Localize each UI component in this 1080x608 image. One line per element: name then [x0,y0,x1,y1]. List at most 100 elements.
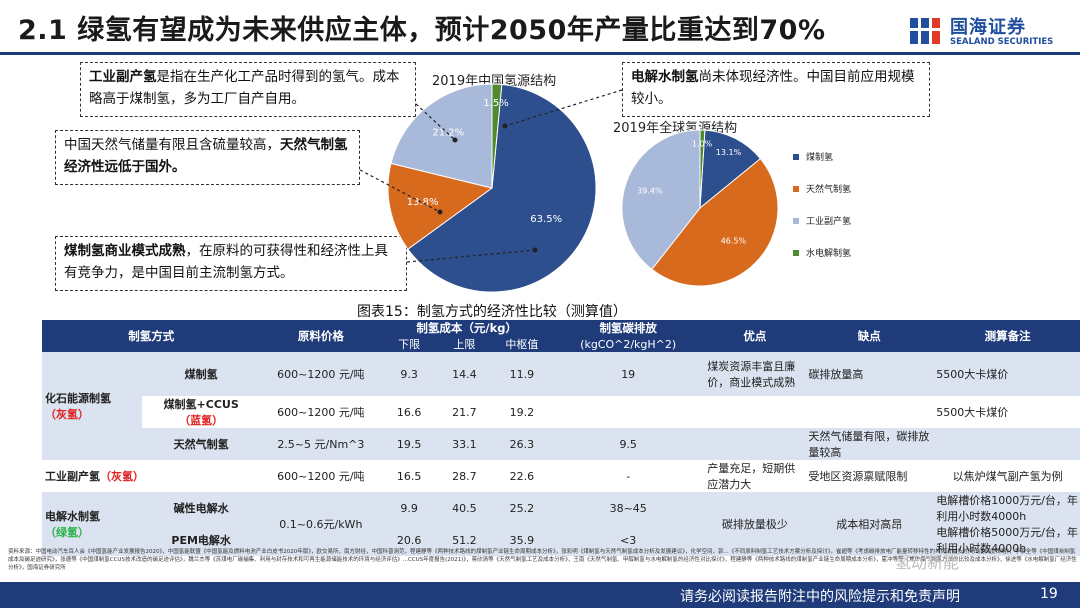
group-industrial: 工业副产氢（灰氢） [42,460,261,492]
row-gas-mid: 26.3 [491,428,553,460]
row-ccus-name: 煤制氢+CCUS （蓝氢） [141,396,261,428]
global-pie-slice [621,129,701,271]
table-row: 工业副产氢（灰氢） 600~1200 元/吨 16.5 28.7 22.6 - … [42,460,1080,492]
row-ccus-high: 21.7 [437,396,492,428]
row-alk-name: 碱性电解水 [141,492,261,524]
header-cost: 制氢成本（元/kg） [381,320,553,336]
callout-gas-text: 中国天然气储量有限且含硫量较高， [64,137,280,153]
row-coal-notes: 5500大卡煤价 [933,352,1080,396]
row-pem-name: PEM电解水 [141,524,261,556]
footer-bar [0,582,1080,608]
group-electro-label: 电解水制氢 [45,510,100,523]
legend-label: 水电解制氢 [806,247,851,259]
row-gas-low: 19.5 [381,428,438,460]
connector-electro-dot [502,123,508,129]
callout-electro-text: 尚未体现经济性。中国目前应用规模较小。 [631,69,915,107]
row-gas-notes [933,428,1080,460]
pie-charts: 63.5%13.8%21.2%1.5% 13.1%46.5%39.4%1.0% … [359,83,851,293]
row-alk-mid: 25.2 [491,492,553,524]
group-fossil-label: 化石能源制氢 [45,392,111,405]
row-pem-notes: 电解槽价格5000万元/台，年利用小时数4000h [933,524,1080,556]
sealand-logo-icon [910,18,940,44]
header-emission-unit: (kgCO^2/kgH^2) [552,336,705,352]
callout-electro-bold: 电解水制氢 [631,69,699,85]
row-coal-emission: 19 [552,352,705,396]
page-number: 19 [1040,586,1058,602]
row-coal-price: 600~1200 元/吨 [260,352,382,396]
row-coal-name: 煤制氢 [141,352,261,396]
row-ccus-price: 600~1200 元/吨 [260,396,382,428]
header-price: 原料价格 [260,320,382,352]
watermark: 氢动新能 [895,553,960,572]
connector-gas-dot [437,209,443,215]
group-electro-tag: （绿氢） [45,526,89,539]
connector-coal-dot [532,247,538,253]
table-row: PEM电解水 20.6 51.2 35.9 <3 电解槽价格5000万元/台，年… [42,524,1080,556]
header-mid: 中枢值 [491,336,553,352]
row-industrial-emission: - [552,460,705,492]
row-industrial-price: 600~1200 元/吨 [260,460,382,492]
footer-disclaimer: 请务必阅读报告附注中的风险提示和免责声明 [680,589,960,605]
legend-swatch [793,154,799,160]
row-electro-pros: 碳排放量极少 [704,492,806,556]
row-ccus-emission [552,396,705,428]
row-gas-price: 2.5~5 元/Nm^3 [260,428,382,460]
callout-coal-text: ，在原料的可获得性和经济性上具有竞争力，是中国目前主流制氢方式。 [64,243,388,281]
row-gas-high: 33.1 [437,428,492,460]
callout-industrial-text: 是指在生产化工产品时得到的氢气。成本略高于煤制氢，多为工厂自产自用。 [89,69,400,107]
group-fossil-tag: （灰氢） [45,408,89,421]
comparison-table: 制氢方式 原料价格 制氢成本（元/kg） 制氢碳排放 优点 缺点 测算备注 下限… [42,320,1080,556]
global-pie-slice-label: 13.1% [716,148,742,157]
row-gas-pros [704,428,806,460]
group-fossil: 化石能源制氢 （灰氢） [42,352,142,460]
legend-swatch [793,250,799,256]
row-pem-emission: <3 [552,524,705,556]
row-coal-mid: 11.9 [491,352,553,396]
callout-gas-bold: 天然气制氢经济性远低于国外。 [64,137,348,175]
china-pie-slice-label: 1.5% [483,98,508,109]
logo-chinese: 国海证券 [950,17,1026,38]
row-alk-emission: 38~45 [552,492,705,524]
header-emission: 制氢碳排放 [552,320,705,336]
row-coal-cons: 碳排放量高 [805,352,934,396]
group-industrial-tag: （灰氢） [100,470,144,483]
row-gas-name: 天然气制氢 [141,428,261,460]
global-pie-slice-label: 1.0% [692,140,713,149]
row-industrial-cons: 受地区资源禀赋限制 [805,460,934,492]
row-ccus-mid: 19.2 [491,396,553,428]
group-electro: 电解水制氢 （绿氢） [42,492,142,556]
callout-coal: 煤制氢商业模式成熟，在原料的可获得性和经济性上具有竞争力，是中国目前主流制氢方式… [55,236,407,291]
group-industrial-label: 工业副产氢 [45,470,100,483]
logo-english: SEALAND SECURITIES [950,37,1054,47]
legend-swatch [793,218,799,224]
row-pem-low: 20.6 [381,524,438,556]
row-industrial-notes: 以焦炉煤气副产氢为例 [933,460,1080,492]
row-industrial-mid: 22.6 [491,460,553,492]
china-pie-slice [407,83,597,293]
connector-dots [437,123,538,253]
china-pie-slice [387,162,494,250]
row-coal-low: 9.3 [381,352,438,396]
page-title: 2.1 绿氢有望成为未来供应主体，预计2050年产量比重达到70% [18,15,826,46]
table-row: 电解水制氢 （绿氢） 碱性电解水 0.1~0.6元/kWh 9.9 40.5 25… [42,492,1080,556]
title-rule [0,52,1080,55]
header-pros: 优点 [704,320,806,352]
row-gas-cons: 天然气储量有限，碳排放量较高 [805,428,934,460]
table-row: 天然气制氢 2.5~5 元/Nm^3 19.5 33.1 26.3 9.5 天然… [42,428,1080,460]
global-pie-slice-label: 46.5% [721,236,747,245]
row-ccus-low: 16.6 [381,396,438,428]
row-coal-pros: 煤炭资源丰富且廉价，商业模式成熟 [704,352,806,396]
connector-industrial-dot [452,137,458,143]
global-pie-slice [699,129,762,210]
row-ccus-pros [704,396,806,428]
connector-lines [359,89,623,263]
china-pie-slice [491,83,503,189]
row-ccus-notes: 5500大卡煤价 [933,396,1080,428]
header-cons: 缺点 [805,320,934,352]
row-electro-price: 0.1~0.6元/kWh [260,492,382,556]
callout-electro: 电解水制氢尚未体现经济性。中国目前应用规模较小。 [622,62,930,117]
table-row: 煤制氢+CCUS （蓝氢） 600~1200 元/吨 16.6 21.7 19.2… [42,396,1080,428]
row-alk-high: 40.5 [437,492,492,524]
callout-gas: 中国天然气储量有限且含硫量较高，天然气制氢经济性远低于国外。 [55,130,360,185]
